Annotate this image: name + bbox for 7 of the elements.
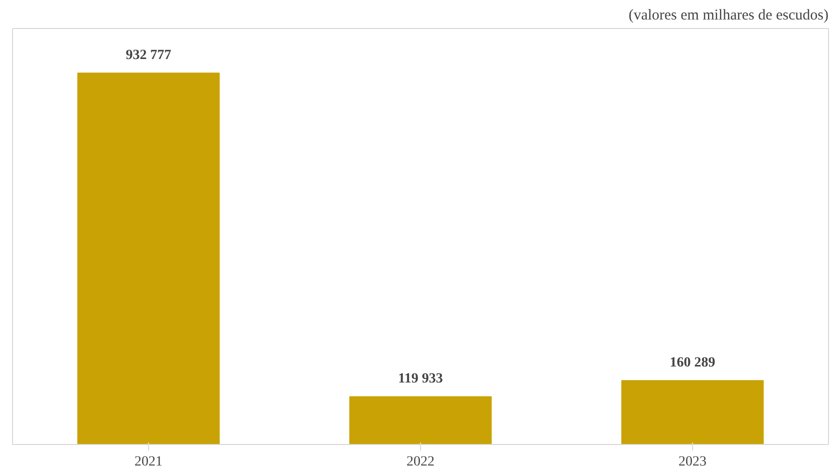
data-label: 932 777 [126,48,172,64]
text: (valores em milhares de escudos) [628,8,829,24]
x-tick-label: 2023 [678,454,706,470]
data-label: 119 933 [398,372,443,387]
data-label: 160 289 [670,356,716,371]
x-tick-label: 2021 [134,454,162,470]
x-tick-label: 2022 [406,454,434,470]
